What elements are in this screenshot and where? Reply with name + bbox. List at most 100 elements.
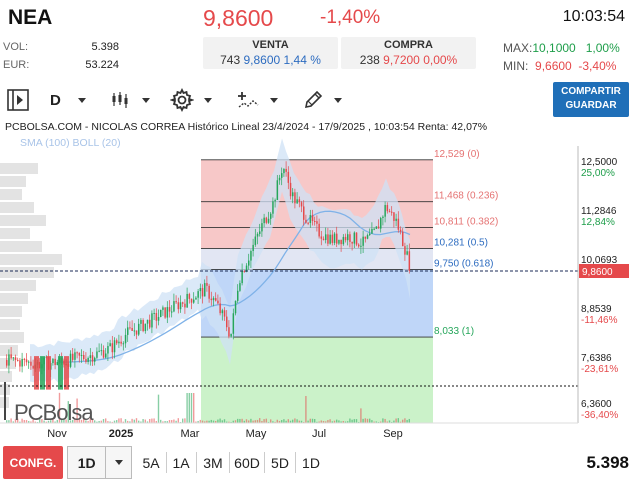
volume-profile-bar <box>0 293 28 304</box>
fib-level-label: 10,281 (0.5) <box>434 237 488 248</box>
candle-body <box>39 361 41 369</box>
sidebar-toggle-button[interactable] <box>6 88 30 112</box>
config-button[interactable]: CONFG. <box>3 446 63 479</box>
volume-bar <box>100 420 102 423</box>
volume-bar <box>303 421 305 423</box>
indicators-dropdown[interactable] <box>236 88 278 112</box>
candle-body <box>294 192 296 204</box>
time-axis-label: May <box>246 428 267 440</box>
candle-body <box>234 300 237 314</box>
candle-body <box>142 320 144 332</box>
range-divider <box>196 452 197 473</box>
candle-body <box>197 291 199 298</box>
range-1a-button[interactable]: 1A <box>172 454 190 471</box>
candle-body <box>56 361 59 365</box>
settings-dropdown[interactable] <box>170 88 212 112</box>
volume-bar <box>47 420 50 423</box>
period-label: D <box>50 91 61 109</box>
chart-canvas[interactable]: 12,529 (0) 11,468 (0.236) 10,811 (0.382) 10… <box>0 118 643 444</box>
fib-level-label: 10,811 (0.382) <box>434 217 498 228</box>
range-5a-button[interactable]: 5A <box>142 454 160 471</box>
candle-body <box>309 215 312 223</box>
range-3m-button[interactable]: 3M <box>203 454 223 471</box>
volume-bar <box>358 421 360 423</box>
candle-body <box>69 353 72 367</box>
volume-profile-bar <box>0 254 62 265</box>
volume-bar <box>342 421 344 423</box>
candles-icon <box>112 92 128 108</box>
volume-bar <box>175 420 177 423</box>
chevron-down-icon <box>334 97 342 103</box>
candle-body <box>52 358 54 364</box>
candle-body <box>331 234 334 243</box>
candle-body <box>388 211 391 213</box>
volume-bar <box>133 419 135 423</box>
volume-bar <box>129 421 131 423</box>
last-price: 9,8600 <box>203 5 274 31</box>
range-5d-button[interactable]: 5D <box>271 454 289 471</box>
period-dropdown[interactable]: D <box>50 88 86 112</box>
volume-bar <box>116 420 118 423</box>
candle-body <box>270 213 272 219</box>
range-1d-button[interactable]: 1D <box>302 454 320 471</box>
candle-body <box>386 205 389 212</box>
volume-bar <box>250 418 252 423</box>
volume-profile-bar <box>0 306 22 317</box>
chart-type-dropdown[interactable] <box>110 88 150 112</box>
candle-body <box>371 228 373 234</box>
volume-bar <box>122 421 124 423</box>
candle-body <box>138 323 140 335</box>
candle-body <box>168 307 171 312</box>
candle-body <box>78 352 81 356</box>
price-chart[interactable]: 12,529 (0) 11,468 (0.236) 10,811 (0.382) 10… <box>0 118 643 444</box>
volume-bar <box>78 419 80 423</box>
range-60d-button[interactable]: 60D <box>234 454 260 471</box>
candle-body <box>362 236 364 246</box>
volume-bar <box>281 420 283 423</box>
volume-bar <box>230 421 232 423</box>
candle-body <box>300 202 303 207</box>
candle-body <box>25 359 28 363</box>
candle-body <box>298 199 301 203</box>
volume-bar <box>94 420 96 423</box>
candle-body <box>325 234 327 241</box>
volume-bar <box>168 420 171 423</box>
volume-profile-bar <box>0 202 34 213</box>
candle-body <box>72 353 74 360</box>
share-save-button[interactable]: COMPARTIR GUARDAR <box>553 82 629 117</box>
sell-qty: 743 <box>220 53 241 67</box>
volume-bar <box>366 418 369 423</box>
volume-bar <box>298 420 300 423</box>
volume-bar <box>201 420 204 423</box>
candle-body <box>17 359 19 361</box>
price-axis-percent: -11,46% <box>581 315 618 326</box>
candle-body <box>358 244 360 247</box>
candle-body <box>402 231 404 247</box>
volume-bar <box>375 421 377 423</box>
candle-body <box>311 215 314 222</box>
price-axis-percent: -36,40% <box>581 410 618 421</box>
price-axis-value: 10,0693 <box>581 255 618 266</box>
candle-body <box>307 222 309 224</box>
candle-body <box>127 327 129 335</box>
interval-select[interactable]: 1D <box>67 446 132 479</box>
volume-bar <box>223 419 226 423</box>
candle-body <box>212 298 215 301</box>
candle-body <box>135 330 138 335</box>
buy-price: 9,7200 <box>383 53 420 67</box>
volume-bar <box>285 420 287 423</box>
draw-tools-dropdown[interactable] <box>302 88 342 112</box>
candle-body <box>406 251 408 255</box>
candle-body <box>338 239 340 244</box>
price-axis: 12,500025,00%11,284612,84%10,06938,8539-… <box>581 157 618 421</box>
min-value: 9,6600 <box>535 59 572 73</box>
candle-body <box>6 360 8 366</box>
candle-body <box>274 199 276 202</box>
candle-body <box>175 301 177 303</box>
candle-body <box>333 233 336 243</box>
volume-bar <box>12 421 14 423</box>
buy-values: 238 9,7200 0,00% <box>341 53 476 67</box>
volume-bar <box>96 421 98 423</box>
price-axis-value: 8,8539 <box>581 304 612 315</box>
volume-bar <box>294 418 296 423</box>
